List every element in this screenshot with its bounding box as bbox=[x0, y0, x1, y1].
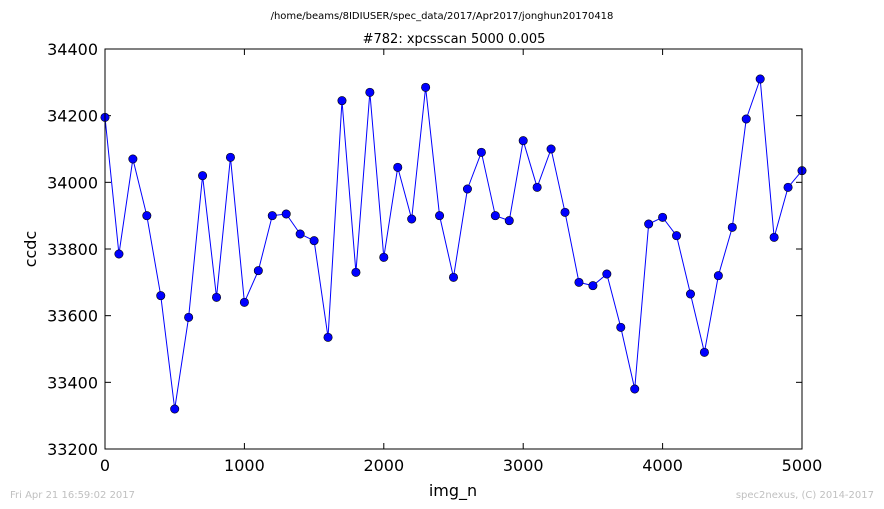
data-point bbox=[309, 236, 319, 246]
data-point bbox=[365, 87, 375, 97]
data-point bbox=[114, 249, 124, 259]
data-point bbox=[490, 211, 500, 221]
data-point bbox=[518, 136, 528, 146]
x-tick-label: 4000 bbox=[642, 456, 683, 475]
data-point bbox=[602, 269, 612, 279]
data-point bbox=[532, 182, 542, 192]
data-point bbox=[546, 144, 556, 154]
data-point bbox=[142, 211, 152, 221]
y-tick-label: 34000 bbox=[47, 173, 98, 192]
y-axis-label: ccdc bbox=[21, 231, 40, 268]
suptitle: /home/beams/8IDIUSER/spec_data/2017/Apr2… bbox=[271, 11, 614, 22]
y-tick-label: 33400 bbox=[47, 373, 98, 392]
data-point bbox=[574, 277, 584, 287]
data-point bbox=[476, 147, 486, 157]
data-point bbox=[351, 267, 361, 277]
data-point bbox=[504, 216, 514, 226]
x-tick-label: 3000 bbox=[503, 456, 544, 475]
data-point bbox=[239, 297, 249, 307]
data-point bbox=[295, 229, 305, 239]
data-point bbox=[253, 266, 263, 276]
data-point bbox=[128, 154, 138, 164]
data-point bbox=[421, 82, 431, 92]
data-point bbox=[588, 281, 598, 291]
data-point bbox=[225, 152, 235, 162]
data-point bbox=[699, 347, 709, 357]
y-tick-label: 33800 bbox=[47, 240, 98, 259]
data-point bbox=[448, 272, 458, 282]
data-point bbox=[644, 219, 654, 229]
footer-credit: spec2nexus, (C) 2014-2017 bbox=[736, 490, 874, 501]
x-tick-label: 5000 bbox=[782, 456, 823, 475]
plot-frame bbox=[104, 48, 803, 450]
y-tick-label: 34400 bbox=[47, 40, 98, 59]
data-point bbox=[170, 404, 180, 414]
data-point bbox=[281, 209, 291, 219]
x-tick-label: 2000 bbox=[363, 456, 404, 475]
data-point bbox=[267, 211, 277, 221]
data-point bbox=[630, 384, 640, 394]
data-point bbox=[393, 162, 403, 172]
footer-timestamp: Fri Apr 21 16:59:02 2017 bbox=[10, 490, 135, 501]
data-point bbox=[755, 74, 765, 84]
data-point bbox=[462, 184, 472, 194]
x-axis-label: img_n bbox=[429, 481, 477, 501]
x-tick-label: 0 bbox=[100, 456, 110, 475]
chart-title: #782: xpcsscan 5000 0.005 bbox=[363, 32, 546, 47]
data-point bbox=[337, 96, 347, 106]
data-point bbox=[741, 114, 751, 124]
data-point bbox=[323, 332, 333, 342]
data-point bbox=[616, 322, 626, 332]
data-point bbox=[685, 289, 695, 299]
data-point bbox=[407, 214, 417, 224]
axis-ticks: 0 1000 2000 3000 4000 5000 33200 33400 33600 3380… bbox=[47, 40, 822, 475]
y-tick-label: 34200 bbox=[47, 107, 98, 126]
data-point bbox=[379, 252, 389, 262]
data-point bbox=[156, 291, 166, 301]
data-point bbox=[658, 212, 668, 222]
data-point bbox=[769, 232, 779, 242]
x-tick-label: 1000 bbox=[224, 456, 265, 475]
data-point bbox=[184, 312, 194, 322]
data-point bbox=[672, 231, 682, 241]
data-point bbox=[560, 207, 570, 217]
data-point bbox=[727, 222, 737, 232]
data-point bbox=[713, 271, 723, 281]
plot-area bbox=[105, 49, 802, 449]
y-tick-label: 33600 bbox=[47, 307, 98, 326]
data-point bbox=[198, 171, 208, 181]
data-point bbox=[212, 292, 222, 302]
y-tick-label: 33200 bbox=[47, 440, 98, 459]
data-point bbox=[783, 182, 793, 192]
data-point bbox=[435, 211, 445, 221]
